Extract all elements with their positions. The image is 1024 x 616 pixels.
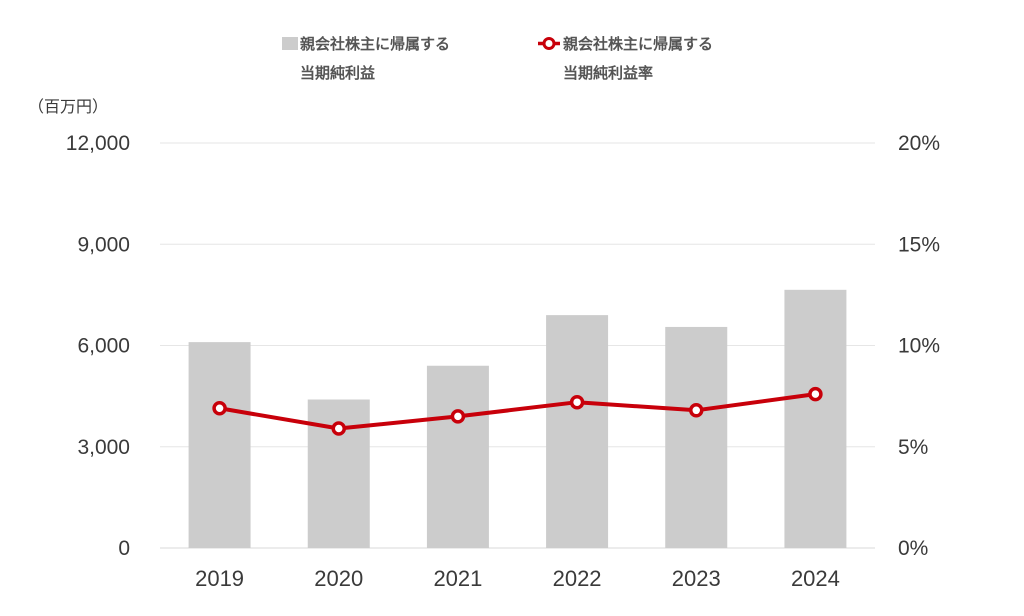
y-right-axis: 0% 5% 10% 15% 20% [898, 132, 940, 560]
bar [665, 326, 728, 548]
y-left-tick-label: 6,000 [77, 335, 130, 358]
line-point [808, 386, 823, 402]
line-point [212, 401, 227, 416]
y-left-tick-label: 0 [118, 537, 130, 560]
y-left-unit-label: （百万円） [28, 97, 108, 116]
y-right-tick-label: 5% [898, 436, 928, 459]
x-axis: 2019 2020 2021 2022 2023 2024 [195, 566, 840, 591]
bar [784, 289, 847, 548]
line-point [569, 394, 585, 410]
legend-label: 親会社株主に帰属する [563, 35, 713, 53]
y-left-axis: 0 3,000 6,000 9,000 12,000 [66, 132, 130, 560]
gridlines [160, 142, 875, 549]
x-tick-label: 2019 [195, 566, 244, 591]
line-point [331, 421, 346, 436]
x-tick-label: 2024 [791, 566, 840, 591]
y-right-tick-label: 0% [898, 537, 928, 560]
line-series [212, 386, 823, 436]
x-tick-label: 2021 [433, 566, 482, 591]
line-point [450, 409, 466, 424]
series-line [219, 392, 816, 431]
x-tick-label: 2020 [314, 566, 363, 591]
legend-swatch-bar [282, 37, 298, 50]
y-right-tick-label: 20% [898, 132, 940, 155]
y-left-tick-label: 12,000 [66, 132, 130, 155]
y-left-tick-label: 3,000 [77, 436, 130, 459]
legend-label: 当期純利益 [300, 64, 375, 82]
legend-label: 当期純利益率 [563, 64, 653, 82]
bar [426, 365, 489, 548]
y-right-tick-label: 15% [898, 233, 940, 256]
x-tick-label: 2023 [672, 566, 721, 591]
legend-label: 親会社株主に帰属する [300, 35, 450, 53]
y-left-tick-label: 9,000 [77, 233, 130, 256]
bar [546, 315, 609, 548]
legend-swatch-marker [542, 37, 556, 50]
bar [188, 342, 251, 548]
x-tick-label: 2022 [553, 566, 602, 591]
line-point [689, 403, 704, 418]
y-right-tick-label: 10% [898, 335, 940, 358]
